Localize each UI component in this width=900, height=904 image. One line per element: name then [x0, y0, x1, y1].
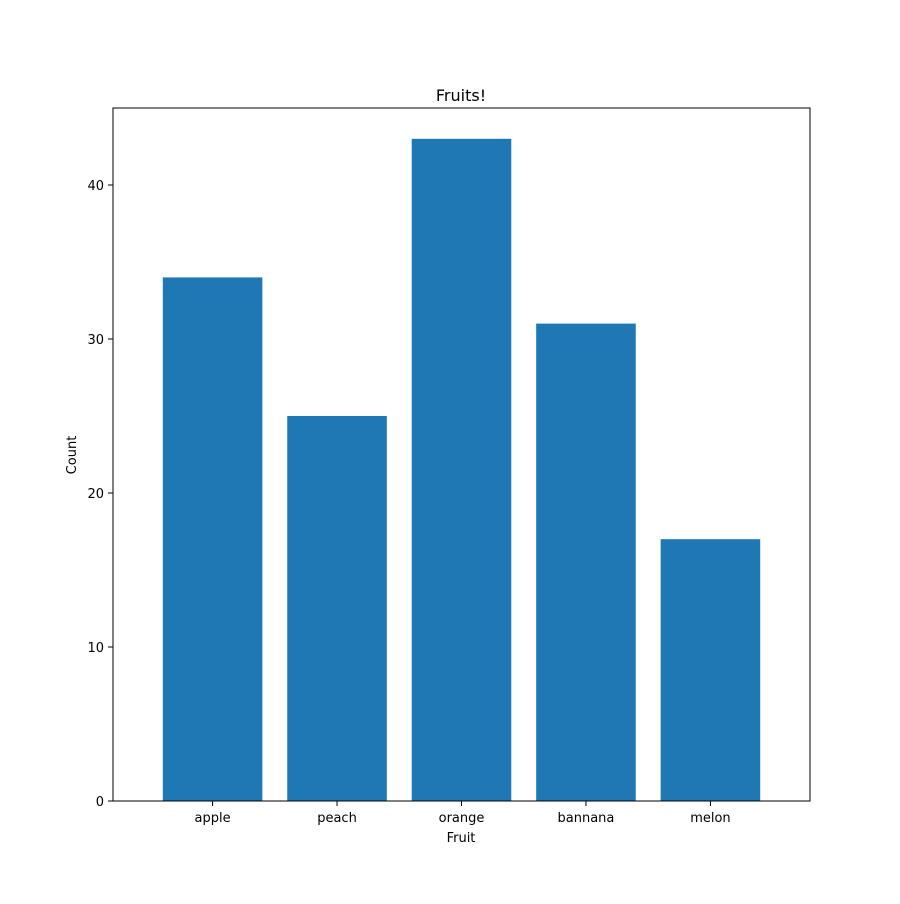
x-axis-ticks: apple peach orange bannana melon — [195, 801, 731, 826]
bars-layer — [162, 138, 761, 802]
x-tick-label: bannana — [558, 811, 615, 826]
y-tick-label: 20 — [87, 487, 104, 502]
bar-orange — [411, 138, 512, 802]
x-tick-label: orange — [439, 811, 485, 826]
chart-title: Fruits! — [436, 86, 486, 105]
bar-melon — [660, 539, 761, 801]
x-tick-label: apple — [195, 811, 231, 826]
plot-frame — [112, 107, 811, 802]
bar-apple — [162, 277, 263, 801]
x-axis-label: Fruit — [447, 831, 476, 846]
bar-bannana — [536, 323, 636, 801]
x-tick-label: melon — [690, 811, 730, 826]
y-axis-label: Count — [65, 436, 80, 475]
y-tick-label: 10 — [87, 641, 104, 656]
y-axis-ticks: 0 10 20 30 40 — [87, 179, 113, 810]
bar-peach — [287, 416, 387, 801]
y-tick-label: 40 — [87, 179, 104, 194]
x-tick-label: peach — [317, 811, 357, 826]
y-tick-label: 0 — [96, 795, 104, 810]
y-tick-label: 30 — [87, 333, 104, 348]
